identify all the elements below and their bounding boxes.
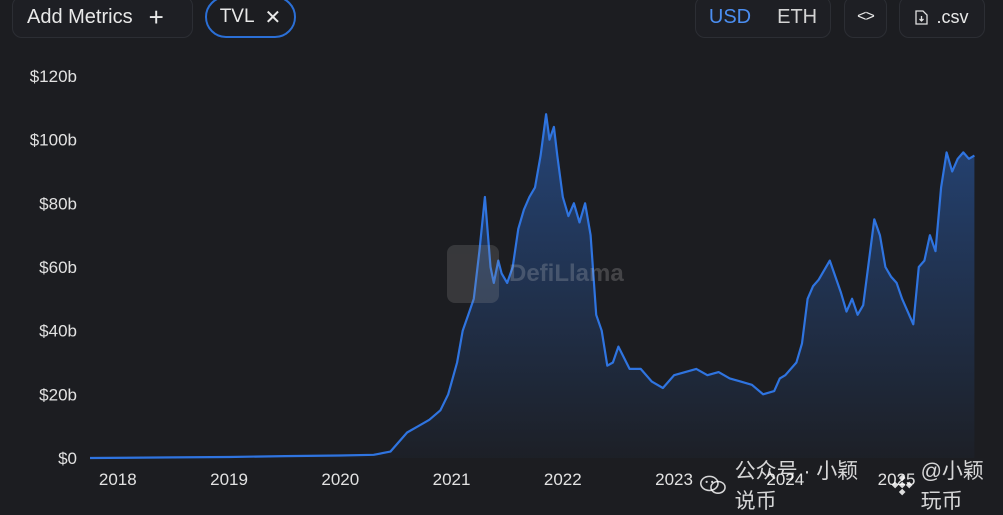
tvl-area [90, 114, 975, 458]
metric-chip-tvl[interactable]: TVL ✕ [205, 0, 296, 38]
x-tick-label: 2018 [99, 470, 137, 489]
add-metrics-button[interactable]: Add Metrics + [12, 0, 193, 38]
x-tick-label: 2023 [655, 470, 693, 489]
y-tick-label: $60b [39, 258, 77, 277]
add-metrics-label: Add Metrics [27, 5, 133, 28]
metric-chip-label: TVL [219, 6, 255, 27]
binance-diamond-icon [892, 474, 913, 496]
y-tick-label: $40b [39, 322, 77, 341]
x-axis: 2018 2019 2020 2021 2022 2023 2024 2025 [99, 470, 916, 489]
csv-label: .csv [936, 6, 969, 27]
y-tick-label: $80b [39, 194, 77, 213]
y-axis: $0 $20b $40b $60b $80b $100b $120b [30, 67, 77, 468]
social-overlay: 公众号 · 小颖说币 @小颖玩币 [700, 455, 1003, 515]
x-tick-label: 2019 [210, 470, 248, 489]
y-tick-label: $100b [30, 131, 77, 150]
y-tick-label: $20b [39, 385, 77, 404]
plus-icon: + [148, 1, 164, 32]
x-tick-label: 2021 [433, 470, 471, 489]
wechat-icon [700, 475, 726, 495]
currency-toggle[interactable]: USD ETH [695, 0, 831, 38]
currency-option-eth[interactable]: ETH [777, 5, 818, 28]
y-tick-label: $120b [30, 67, 77, 86]
llama-logo [447, 245, 499, 303]
code-icon: <> [857, 8, 875, 25]
watermark-text: DefiLlama [509, 260, 624, 287]
account-text: 公众号 · 小颖说币 [734, 460, 859, 513]
x-tick-label: 2025 [878, 470, 916, 489]
close-icon[interactable]: ✕ [264, 6, 282, 29]
x-tick-label: 2020 [321, 470, 359, 489]
handle-text: @小颖玩币 [920, 460, 984, 513]
download-csv-button[interactable]: .csv [899, 0, 985, 38]
download-file-icon [915, 9, 929, 25]
embed-code-button[interactable]: <> [844, 0, 887, 38]
x-tick-label: 2022 [544, 470, 582, 489]
currency-option-usd[interactable]: USD [708, 5, 752, 28]
x-tick-label: 2024 [766, 470, 804, 489]
defillama-watermark: DefiLlama [447, 245, 624, 303]
tvl-line [89, 113, 975, 460]
y-tick-label: $0 [58, 449, 77, 468]
